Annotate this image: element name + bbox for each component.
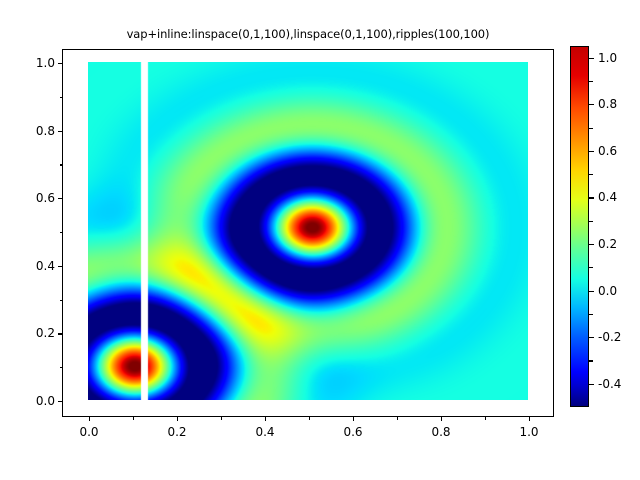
colorbar-tick-major: [589, 243, 594, 246]
colorbar-tick-label: 0.0: [598, 283, 618, 298]
x-tick-major: [441, 416, 443, 421]
plot-title: vap+inline:linspace(0,1,100),linspace(0,…: [126, 27, 490, 41]
colorbar-tick-major: [589, 197, 594, 199]
y-tick-major: [58, 63, 63, 65]
y-tick-major: [58, 130, 63, 132]
x-tick-minor: [397, 416, 399, 420]
y-tick-label: 0.0: [35, 394, 55, 408]
ripple-field-canvas: [88, 62, 528, 400]
y-tick-major: [58, 198, 63, 200]
heatmap-image: [88, 62, 528, 400]
colorbar-gradient: [570, 46, 589, 407]
y-tick-major: [58, 401, 63, 403]
colorbar-tick-label: 1.0: [598, 50, 618, 65]
colorbar-tick-minor: [589, 174, 593, 176]
x-tick-minor: [221, 416, 223, 420]
y-tick-major: [58, 333, 63, 335]
colorbar-tick-major: [589, 104, 594, 106]
colorbar-tick-label: -0.2: [598, 330, 622, 345]
x-tick-minor: [133, 416, 135, 420]
x-tick-label: 0.2: [167, 425, 187, 439]
x-tick-minor: [309, 416, 311, 420]
x-tick-label: 0.6: [343, 425, 363, 439]
colorbar-tick-minor: [589, 360, 593, 362]
x-tick-label: 0.4: [255, 425, 275, 439]
y-tick-minor: [59, 299, 63, 301]
colorbar-tick-major: [589, 290, 594, 292]
y-tick-label: 0.8: [35, 123, 55, 138]
colorbar-tick-minor: [589, 127, 593, 129]
y-tick-major: [58, 265, 63, 267]
colorbar-tick-major: [589, 337, 594, 339]
x-tick-major: [353, 416, 355, 421]
colorbar-tick-minor: [589, 220, 593, 222]
x-tick-label: 0.0: [79, 425, 99, 439]
y-tick-minor: [59, 164, 63, 166]
x-tick-label: 0.8: [431, 425, 451, 439]
colorbar-tick-label: 0.8: [598, 97, 618, 112]
colorbar-tick-major: [589, 57, 594, 59]
colorbar-tick-label: 0.4: [598, 190, 618, 205]
y-tick-label: 0.4: [35, 258, 55, 273]
colorbar-tick-label: -0.4: [598, 376, 622, 391]
colorbar: 1.0 0.8 0.6 0.4 0.2 0.0 -0.2 -0.4: [570, 46, 621, 407]
x-tick-major: [529, 416, 531, 421]
y-tick-minor: [59, 96, 63, 98]
y-tick-minor: [59, 367, 63, 369]
colorbar-tick-minor: [589, 313, 593, 316]
colorbar-tick-label: 0.2: [598, 236, 618, 251]
y-tick-minor: [59, 232, 63, 234]
x-tick-major: [177, 416, 179, 421]
x-tick-major: [265, 416, 267, 421]
x-tick-minor: [485, 416, 487, 420]
x-tick-label: 1.0: [519, 425, 539, 439]
y-tick-label: 1.0: [35, 56, 55, 70]
colorbar-tick-minor: [589, 267, 593, 269]
y-tick-label: 0.2: [35, 326, 55, 341]
y-tick-label: 0.6: [35, 191, 55, 206]
colorbar-tick-minor: [589, 80, 593, 83]
colorbar-tick-major: [589, 150, 594, 152]
colorbar-tick-major: [589, 383, 594, 385]
x-tick-major: [89, 416, 91, 421]
colorbar-tick-label: 0.6: [598, 143, 618, 158]
